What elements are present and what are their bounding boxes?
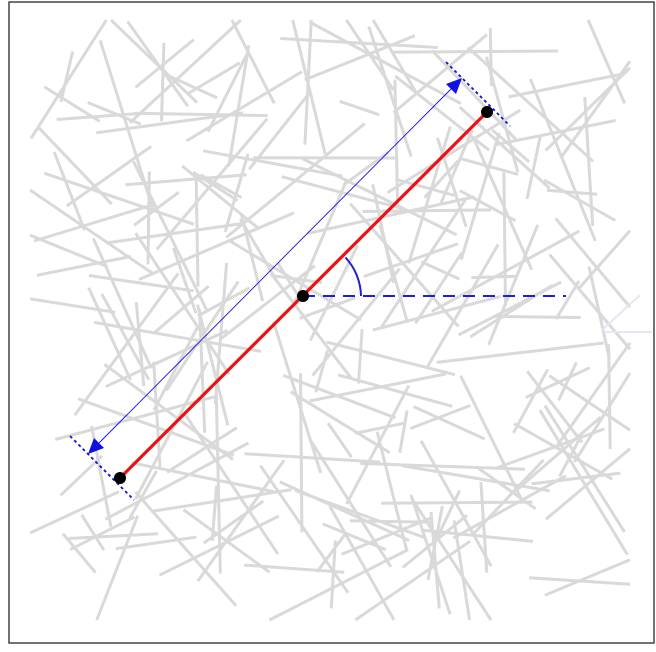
background-segment <box>556 281 579 319</box>
background-segment <box>151 490 292 512</box>
background-segment <box>220 266 315 340</box>
background-segment <box>203 151 342 176</box>
background-segment <box>426 244 498 369</box>
segment-center-point <box>297 290 309 302</box>
background-segment <box>310 22 461 104</box>
background-segment <box>196 180 198 287</box>
background-segment <box>411 498 491 620</box>
background-segment <box>154 328 197 410</box>
background-segment <box>549 376 630 431</box>
background-segment <box>489 225 538 345</box>
background-segment <box>274 322 321 473</box>
background-segment <box>301 373 302 532</box>
background-segment <box>475 141 532 270</box>
segment-endpoint-bottom <box>114 472 126 484</box>
background-segment <box>157 119 267 250</box>
background-segment <box>111 20 197 103</box>
background-segment <box>504 173 506 306</box>
background-segment <box>546 449 630 520</box>
background-segment <box>67 146 152 206</box>
background-segment <box>545 406 625 532</box>
background-segment <box>105 364 234 459</box>
background-segment <box>437 343 604 362</box>
background-segment <box>514 369 548 432</box>
background-segment <box>69 534 159 539</box>
background-segment <box>134 113 267 115</box>
background-segment <box>244 454 380 462</box>
background-segment <box>363 210 492 212</box>
background-segment <box>579 231 630 288</box>
background-segment <box>394 51 559 52</box>
background-segment <box>468 47 593 161</box>
background-segment <box>128 22 188 107</box>
background-segment <box>82 515 104 550</box>
background-segment <box>162 43 164 121</box>
background-segment <box>359 329 363 383</box>
background-segment <box>355 423 406 434</box>
background-segment <box>527 135 541 199</box>
background-segment <box>381 502 532 503</box>
background-segment <box>309 374 446 401</box>
background-segment <box>545 560 630 595</box>
segment-endpoint-top <box>481 106 493 118</box>
background-segment <box>282 177 403 209</box>
background-segment <box>400 411 407 453</box>
background-segment <box>55 396 217 439</box>
background-segment <box>30 299 115 313</box>
background-segment <box>31 20 106 138</box>
dimension-extension-tick-top <box>446 62 510 126</box>
background-segments <box>30 20 630 620</box>
background-segment <box>544 180 615 221</box>
background-segment <box>323 524 386 550</box>
background-segment <box>575 373 631 462</box>
background-segment <box>37 126 111 204</box>
background-segment <box>495 316 581 317</box>
background-segment <box>561 61 630 158</box>
background-segment <box>37 257 131 276</box>
background-segment <box>30 235 108 267</box>
background-segment <box>609 344 611 449</box>
dimension-extension-tick-bottom <box>70 436 134 500</box>
background-segment <box>293 181 347 308</box>
background-segment <box>340 101 380 115</box>
